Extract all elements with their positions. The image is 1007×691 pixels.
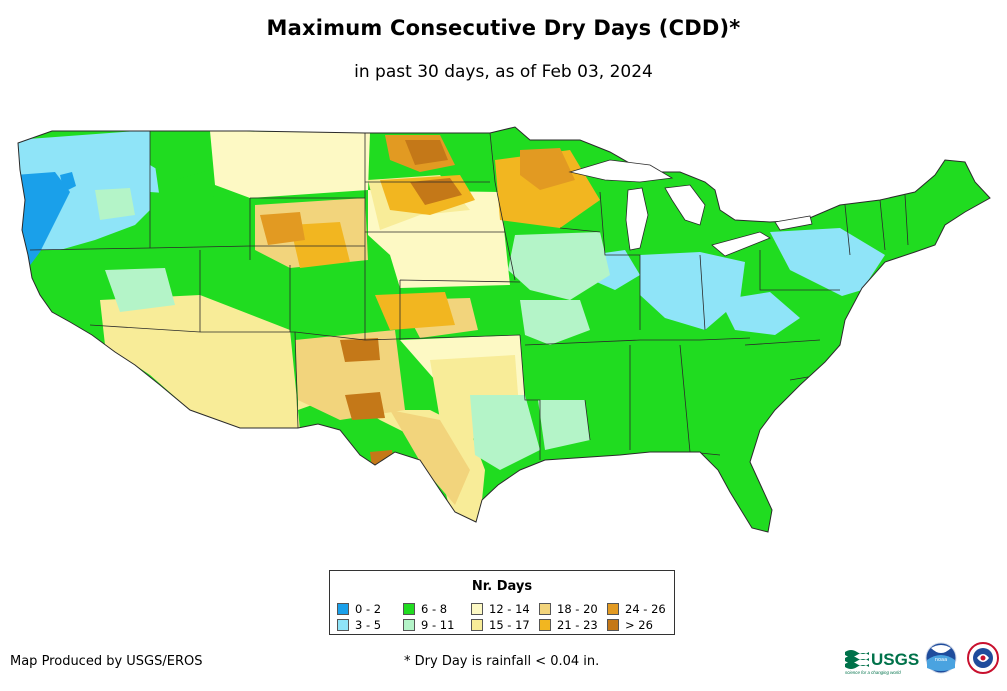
zone-3-5-mid-atlantic [720, 292, 800, 335]
legend-label: > 26 [625, 618, 653, 632]
legend-label: 3 - 5 [355, 618, 382, 632]
legend-label: 24 - 26 [625, 602, 666, 616]
zone-9-11-nevada [105, 268, 175, 312]
us-cdd-map [17, 126, 991, 533]
lake-superior [568, 159, 674, 183]
zone-9-11-oregon [95, 188, 135, 220]
legend-item: 24 - 26 [607, 601, 673, 617]
legend-title: Nr. Days [471, 579, 533, 594]
legend-label: 15 - 17 [489, 618, 530, 632]
svg-text:science for a changing world: science for a changing world [845, 670, 901, 675]
zone-over-26-north-dakota [405, 140, 448, 165]
legend-swatch [607, 603, 619, 615]
zone-0-2-puget [60, 172, 76, 192]
lake-ontario [774, 215, 813, 231]
legend-swatch [337, 603, 349, 615]
zone-0-2-coast [18, 172, 70, 268]
legend-label: 0 - 2 [355, 602, 382, 616]
legend-item: 9 - 11 [403, 617, 471, 633]
zone-24-26-minnesota-north [520, 148, 575, 190]
zone-18-20-south-texas [390, 410, 470, 505]
zone-6-8-idaho [150, 192, 250, 250]
svg-text:USGS: USGS [871, 650, 919, 669]
zone-9-11-iowa-kansas [508, 232, 610, 300]
legend-item: 15 - 17 [471, 617, 539, 633]
svg-text:noaa: noaa [935, 657, 947, 663]
agency-logos: USGS science for a changing world noaa [845, 642, 999, 675]
lake-michigan [625, 187, 649, 251]
us-outline [17, 126, 991, 533]
legend-grid: 0 - 2 6 - 8 12 - 14 18 - 20 24 - 26 3 - … [337, 601, 673, 633]
zone-over-26-new-mexico [345, 392, 385, 420]
zone-21-23-kansas [375, 292, 455, 330]
zone-9-11-louisiana [538, 400, 590, 450]
legend-swatch [337, 619, 349, 631]
legend-label: 21 - 23 [557, 618, 598, 632]
legend-item: 6 - 8 [403, 601, 471, 617]
legend-label: 9 - 11 [421, 618, 455, 632]
legend-item: 12 - 14 [471, 601, 539, 617]
lake-huron [664, 184, 706, 226]
great-lakes [568, 159, 813, 257]
legend-swatch [471, 603, 483, 615]
legend-swatch [471, 619, 483, 631]
legend-swatch [607, 619, 619, 631]
zone-3-5-northeast [770, 228, 885, 296]
zone-21-23-colorado [290, 222, 350, 268]
zone-9-11-texas-east [470, 395, 540, 470]
legend-item: 18 - 20 [539, 601, 607, 617]
legend-item: 0 - 2 [337, 601, 403, 617]
zone-over-26-colorado [340, 338, 380, 362]
map-title: Maximum Consecutive Dry Days (CDD)* [266, 16, 741, 40]
map-subtitle: in past 30 days, as of Feb 03, 2024 [354, 62, 653, 82]
zone-3-5-ohio-valley [640, 252, 745, 330]
dry-day-footnote: * Dry Day is rainfall < 0.04 in. [404, 654, 600, 669]
nws-logo [967, 642, 999, 674]
legend-swatch [539, 603, 551, 615]
legend-item: 21 - 23 [539, 617, 607, 633]
noaa-logo: noaa [925, 642, 957, 674]
zone-24-26-wyoming [260, 212, 305, 245]
legend-swatch [539, 619, 551, 631]
lake-erie [711, 231, 771, 257]
legend-swatch [403, 619, 415, 631]
legend-label: 12 - 14 [489, 602, 530, 616]
legend-item: > 26 [607, 617, 673, 633]
legend: Nr. Days 0 - 2 6 - 8 12 - 14 18 - 20 24 … [329, 570, 675, 635]
zone-over-26-south-dakota [410, 178, 462, 205]
zone-12-14-montana [210, 131, 370, 198]
zone-over-26-south-texas [370, 450, 395, 468]
legend-label: 6 - 8 [421, 602, 448, 616]
usgs-logo: USGS science for a changing world [845, 650, 919, 675]
legend-swatch [403, 603, 415, 615]
legend-label: 18 - 20 [557, 602, 598, 616]
legend-item: 3 - 5 [337, 617, 403, 633]
map-credit: Map Produced by USGS/EROS [10, 654, 203, 669]
zone-6-8-montana-west [150, 131, 215, 180]
zone-9-11-missouri [520, 300, 590, 345]
